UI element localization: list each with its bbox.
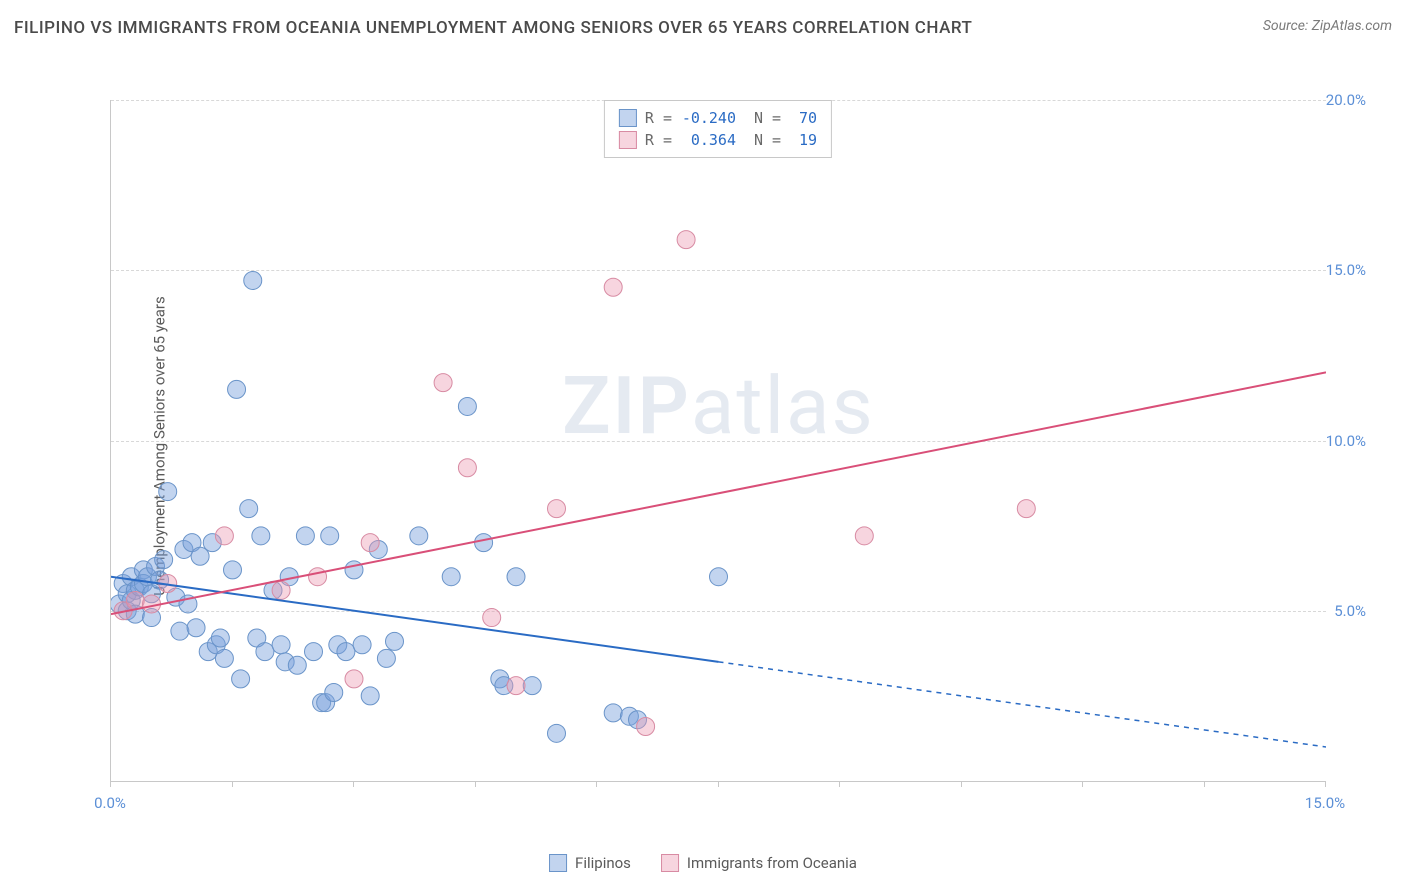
scatter-point (232, 670, 250, 688)
scatter-point (434, 374, 452, 392)
scatter-point (710, 568, 728, 586)
n-label: N = (754, 131, 781, 149)
scatter-point (296, 527, 314, 545)
scatter-point (507, 568, 525, 586)
x-tick (961, 781, 962, 787)
legend-swatch-filipinos (619, 109, 637, 127)
scatter-point (256, 643, 274, 661)
scatter-point (386, 632, 404, 650)
scatter-point (224, 561, 242, 579)
scatter-point (855, 527, 873, 545)
scatter-point (252, 527, 270, 545)
scatter-point (244, 271, 262, 289)
scatter-point (211, 629, 229, 647)
scatter-point (475, 534, 493, 552)
scatter-point (677, 231, 695, 249)
y-tick-label: 20.0% (1326, 91, 1366, 109)
x-tick (475, 781, 476, 787)
scatter-point (309, 568, 327, 586)
scatter-point (228, 380, 246, 398)
scatter-point (548, 724, 566, 742)
plot-region: ZIPatlas (110, 100, 1326, 782)
y-tick-label: 15.0% (1326, 261, 1366, 279)
scatter-point (523, 677, 541, 695)
plot-svg (111, 100, 1326, 781)
legend-swatch-filipinos-icon (549, 854, 567, 872)
scatter-point (305, 643, 323, 661)
r-label: R = (645, 109, 672, 127)
legend-row-oceania: R = 0.364 N = 19 (619, 129, 817, 151)
scatter-point (604, 704, 622, 722)
x-tick (110, 781, 111, 787)
source-label: Source: ZipAtlas.com (1263, 18, 1392, 34)
legend-row-filipinos: R = -0.240 N = 70 (619, 107, 817, 129)
scatter-point (507, 677, 525, 695)
scatter-point (361, 534, 379, 552)
scatter-point (171, 622, 189, 640)
x-tick (1082, 781, 1083, 787)
x-tick (839, 781, 840, 787)
scatter-point (159, 483, 177, 501)
legend-item-oceania: Immigrants from Oceania (661, 854, 857, 872)
legend-label-oceania: Immigrants from Oceania (687, 854, 857, 872)
scatter-point (361, 687, 379, 705)
x-tick (232, 781, 233, 787)
trend-line-extrapolated (719, 662, 1327, 747)
chart-area: R = -0.240 N = 70 R = 0.364 N = 19 ZIPat… (50, 50, 1386, 842)
x-tick (718, 781, 719, 787)
scatter-point (637, 718, 655, 736)
n-value-filipinos: 70 (789, 109, 817, 127)
scatter-point (272, 636, 290, 654)
scatter-point (321, 527, 339, 545)
scatter-point (240, 500, 258, 518)
x-tick-label: 0.0% (94, 794, 126, 812)
legend-item-filipinos: Filipinos (549, 854, 631, 872)
r-value-oceania: 0.364 (680, 131, 736, 149)
scatter-point (345, 670, 363, 688)
scatter-point (410, 527, 428, 545)
scatter-point (272, 581, 290, 599)
series-legend: Filipinos Immigrants from Oceania (549, 854, 857, 872)
y-tick-label: 5.0% (1334, 602, 1366, 620)
x-tick (1325, 781, 1326, 787)
r-label: R = (645, 131, 672, 149)
scatter-point (126, 592, 144, 610)
x-tick (596, 781, 597, 787)
legend-label-filipinos: Filipinos (575, 854, 631, 872)
legend-swatch-oceania-icon (661, 854, 679, 872)
scatter-point (458, 397, 476, 415)
scatter-point (215, 649, 233, 667)
n-value-oceania: 19 (789, 131, 817, 149)
scatter-point (155, 551, 173, 569)
x-tick (1204, 781, 1205, 787)
scatter-point (483, 609, 501, 627)
n-label: N = (754, 109, 781, 127)
x-tick (353, 781, 354, 787)
scatter-point (604, 278, 622, 296)
y-tick-label: 10.0% (1326, 432, 1366, 450)
correlation-legend: R = -0.240 N = 70 R = 0.364 N = 19 (604, 100, 832, 158)
scatter-point (353, 636, 371, 654)
x-tick-label: 15.0% (1305, 794, 1345, 812)
header-bar: FILIPINO VS IMMIGRANTS FROM OCEANIA UNEM… (14, 18, 1392, 38)
scatter-point (548, 500, 566, 518)
scatter-point (442, 568, 460, 586)
scatter-point (325, 683, 343, 701)
scatter-point (337, 643, 355, 661)
scatter-point (215, 527, 233, 545)
scatter-point (377, 649, 395, 667)
scatter-point (187, 619, 205, 637)
scatter-point (1017, 500, 1035, 518)
scatter-point (458, 459, 476, 477)
legend-swatch-oceania (619, 131, 637, 149)
chart-title: FILIPINO VS IMMIGRANTS FROM OCEANIA UNEM… (14, 18, 972, 38)
r-value-filipinos: -0.240 (680, 109, 736, 127)
scatter-point (288, 656, 306, 674)
